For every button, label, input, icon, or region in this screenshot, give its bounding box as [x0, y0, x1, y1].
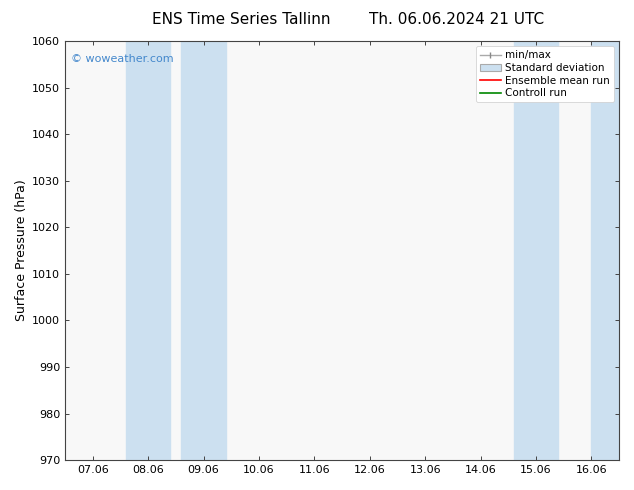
Text: ENS Time Series Tallinn: ENS Time Series Tallinn	[152, 12, 330, 27]
Bar	[514, 41, 558, 460]
Text: Th. 06.06.2024 21 UTC: Th. 06.06.2024 21 UTC	[369, 12, 544, 27]
Y-axis label: Surface Pressure (hPa): Surface Pressure (hPa)	[15, 180, 28, 321]
Bar	[592, 41, 619, 460]
Bar	[181, 41, 226, 460]
Legend: min/max, Standard deviation, Ensemble mean run, Controll run: min/max, Standard deviation, Ensemble me…	[476, 46, 614, 102]
Bar	[126, 41, 171, 460]
Text: © woweather.com: © woweather.com	[71, 53, 173, 64]
